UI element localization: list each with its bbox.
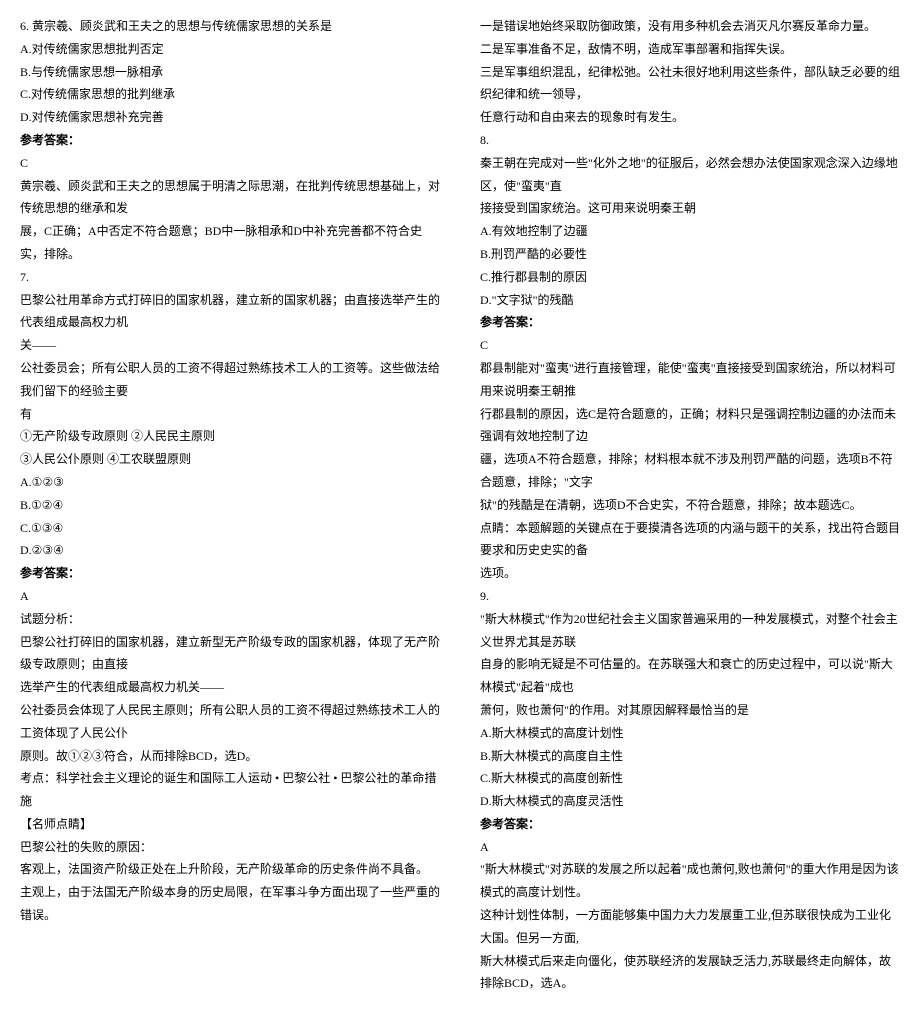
text-line: C	[480, 334, 900, 357]
text-line: 原则。故①②③符合，从而排除BCD，选D。	[20, 745, 440, 768]
right-column: 一是错误地始终采取防御政策，没有用多种机会去消灭凡尔赛反革命力量。 二是军事准备…	[480, 15, 900, 995]
text-line: 斯大林模式后来走向僵化，使苏联经济的发展缺乏活力,苏联最终走向解体，故排除BCD…	[480, 950, 900, 996]
text-line: "斯大林模式"对苏联的发展之所以起着"成也萧何,败也萧何"的重大作用是因为该模式…	[480, 858, 900, 904]
text-line: 狱"的残酷是在清朝，选项D不合史实，不符合题意，排除；故本题选C。	[480, 494, 900, 517]
text-line: D.斯大林模式的高度灵活性	[480, 790, 900, 813]
text-line: A	[20, 585, 440, 608]
text-line: 9.	[480, 585, 900, 608]
text-line: 8.	[480, 129, 900, 152]
text-line: 这种计划性体制，一方面能够集中国力大力发展重工业,但苏联很快成为工业化大国。但另…	[480, 904, 900, 950]
text-line: C	[20, 152, 440, 175]
text-line: 7.	[20, 266, 440, 289]
text-line: 主观上，由于法国无产阶级本身的历史局限，在军事斗争方面出现了一些严重的错误。	[20, 881, 440, 927]
text-line: 选举产生的代表组成最高权力机关——	[20, 676, 440, 699]
text-line: 关——	[20, 334, 440, 357]
text-line: 客观上，法国资产阶级正处在上升阶段，无产阶级革命的历史条件尚不具备。	[20, 858, 440, 881]
text-line: 考点：科学社会主义理论的诞生和国际工人运动 • 巴黎公社 • 巴黎公社的革命措施	[20, 767, 440, 813]
text-line: 【名师点睛】	[20, 813, 440, 836]
text-line: 三是军事组织混乱，纪律松弛。公社未很好地利用这些条件，部队缺乏必要的组织纪律和统…	[480, 61, 900, 107]
text-line: 公社委员会体现了人民民主原则；所有公职人员的工资不得超过熟练技术工人的工资体现了…	[20, 699, 440, 745]
text-line: 黄宗羲、顾炎武和王夫之的思想属于明清之际思潮，在批判传统思想基础上，对传统思想的…	[20, 175, 440, 221]
text-line: 选项。	[480, 562, 900, 585]
text-line: 公社委员会；所有公职人员的工资不得超过熟练技术工人的工资等。这些做法给我们留下的…	[20, 357, 440, 403]
text-line: 二是军事准备不足，敌情不明，造成军事部署和指挥失误。	[480, 38, 900, 61]
text-line: C.①③④	[20, 517, 440, 540]
text-line: A	[480, 836, 900, 859]
text-line: A.对传统儒家思想批判否定	[20, 38, 440, 61]
text-line: 疆，选项A不符合题意，排除；材料根本就不涉及刑罚严酷的问题，选项B不符合题意，排…	[480, 448, 900, 494]
text-line: 试题分析：	[20, 608, 440, 631]
text-line: B.刑罚严酷的必要性	[480, 243, 900, 266]
text-line: A.有效地控制了边疆	[480, 220, 900, 243]
text-line: 一是错误地始终采取防御政策，没有用多种机会去消灭凡尔赛反革命力量。	[480, 15, 900, 38]
text-line: 有	[20, 403, 440, 426]
text-line: 任意行动和自由来去的现象时有发生。	[480, 106, 900, 129]
text-line: 点睛：本题解题的关键点在于要摸清各选项的内涵与题干的关系，找出符合题目要求和历史…	[480, 517, 900, 563]
answer-label: 参考答案：	[20, 129, 440, 152]
text-line: 6. 黄宗羲、顾炎武和王夫之的思想与传统儒家思想的关系是	[20, 15, 440, 38]
text-line: C.对传统儒家思想的批判继承	[20, 83, 440, 106]
text-line: B.①②④	[20, 494, 440, 517]
text-line: 展，C正确；A中否定不符合题意；BD中一脉相承和D中补充完善都不符合史实，排除。	[20, 220, 440, 266]
text-line: B.斯大林模式的高度自主性	[480, 745, 900, 768]
answer-label: 参考答案：	[480, 813, 900, 836]
text-line: 行郡县制的原因，选C是符合题意的，正确；材料只是强调控制边疆的办法而未强调有效地…	[480, 403, 900, 449]
text-line: 自身的影响无疑是不可估量的。在苏联强大和衰亡的历史过程中，可以说"斯大林模式"起…	[480, 653, 900, 699]
text-line: D.对传统儒家思想补充完善	[20, 106, 440, 129]
text-line: 秦王朝在完成对一些"化外之地"的征服后，必然会想办法使国家观念深入边缘地区，使"…	[480, 152, 900, 198]
left-column: 6. 黄宗羲、顾炎武和王夫之的思想与传统儒家思想的关系是 A.对传统儒家思想批判…	[20, 15, 440, 995]
text-line: C.斯大林模式的高度创新性	[480, 767, 900, 790]
text-line: D.②③④	[20, 539, 440, 562]
text-line: 巴黎公社用革命方式打碎旧的国家机器，建立新的国家机器；由直接选举产生的代表组成最…	[20, 289, 440, 335]
text-line: 萧何，败也萧何"的作用。对其原因解释最恰当的是	[480, 699, 900, 722]
text-line: C.推行郡县制的原因	[480, 266, 900, 289]
text-line: 巴黎公社的失败的原因：	[20, 836, 440, 859]
text-line: 巴黎公社打碎旧的国家机器，建立新型无产阶级专政的国家机器，体现了无产阶级专政原则…	[20, 631, 440, 677]
text-line: B.与传统儒家思想一脉相承	[20, 61, 440, 84]
text-line: "斯大林模式"作为20世纪社会主义国家普遍采用的一种发展模式，对整个社会主义世界…	[480, 608, 900, 654]
text-line: 接接受到国家统治。这可用来说明秦王朝	[480, 197, 900, 220]
text-line: ①无产阶级专政原则 ②人民民主原则	[20, 425, 440, 448]
answer-label: 参考答案：	[480, 311, 900, 334]
text-line: D."文字狱"的残酷	[480, 289, 900, 312]
text-line: 郡县制能对"蛮夷"进行直接管理，能使"蛮夷"直接接受到国家统治，所以材料可用来说…	[480, 357, 900, 403]
text-line: ③人民公仆原则 ④工农联盟原则	[20, 448, 440, 471]
text-line: A.①②③	[20, 471, 440, 494]
answer-label: 参考答案：	[20, 562, 440, 585]
text-line: A.斯大林模式的高度计划性	[480, 722, 900, 745]
